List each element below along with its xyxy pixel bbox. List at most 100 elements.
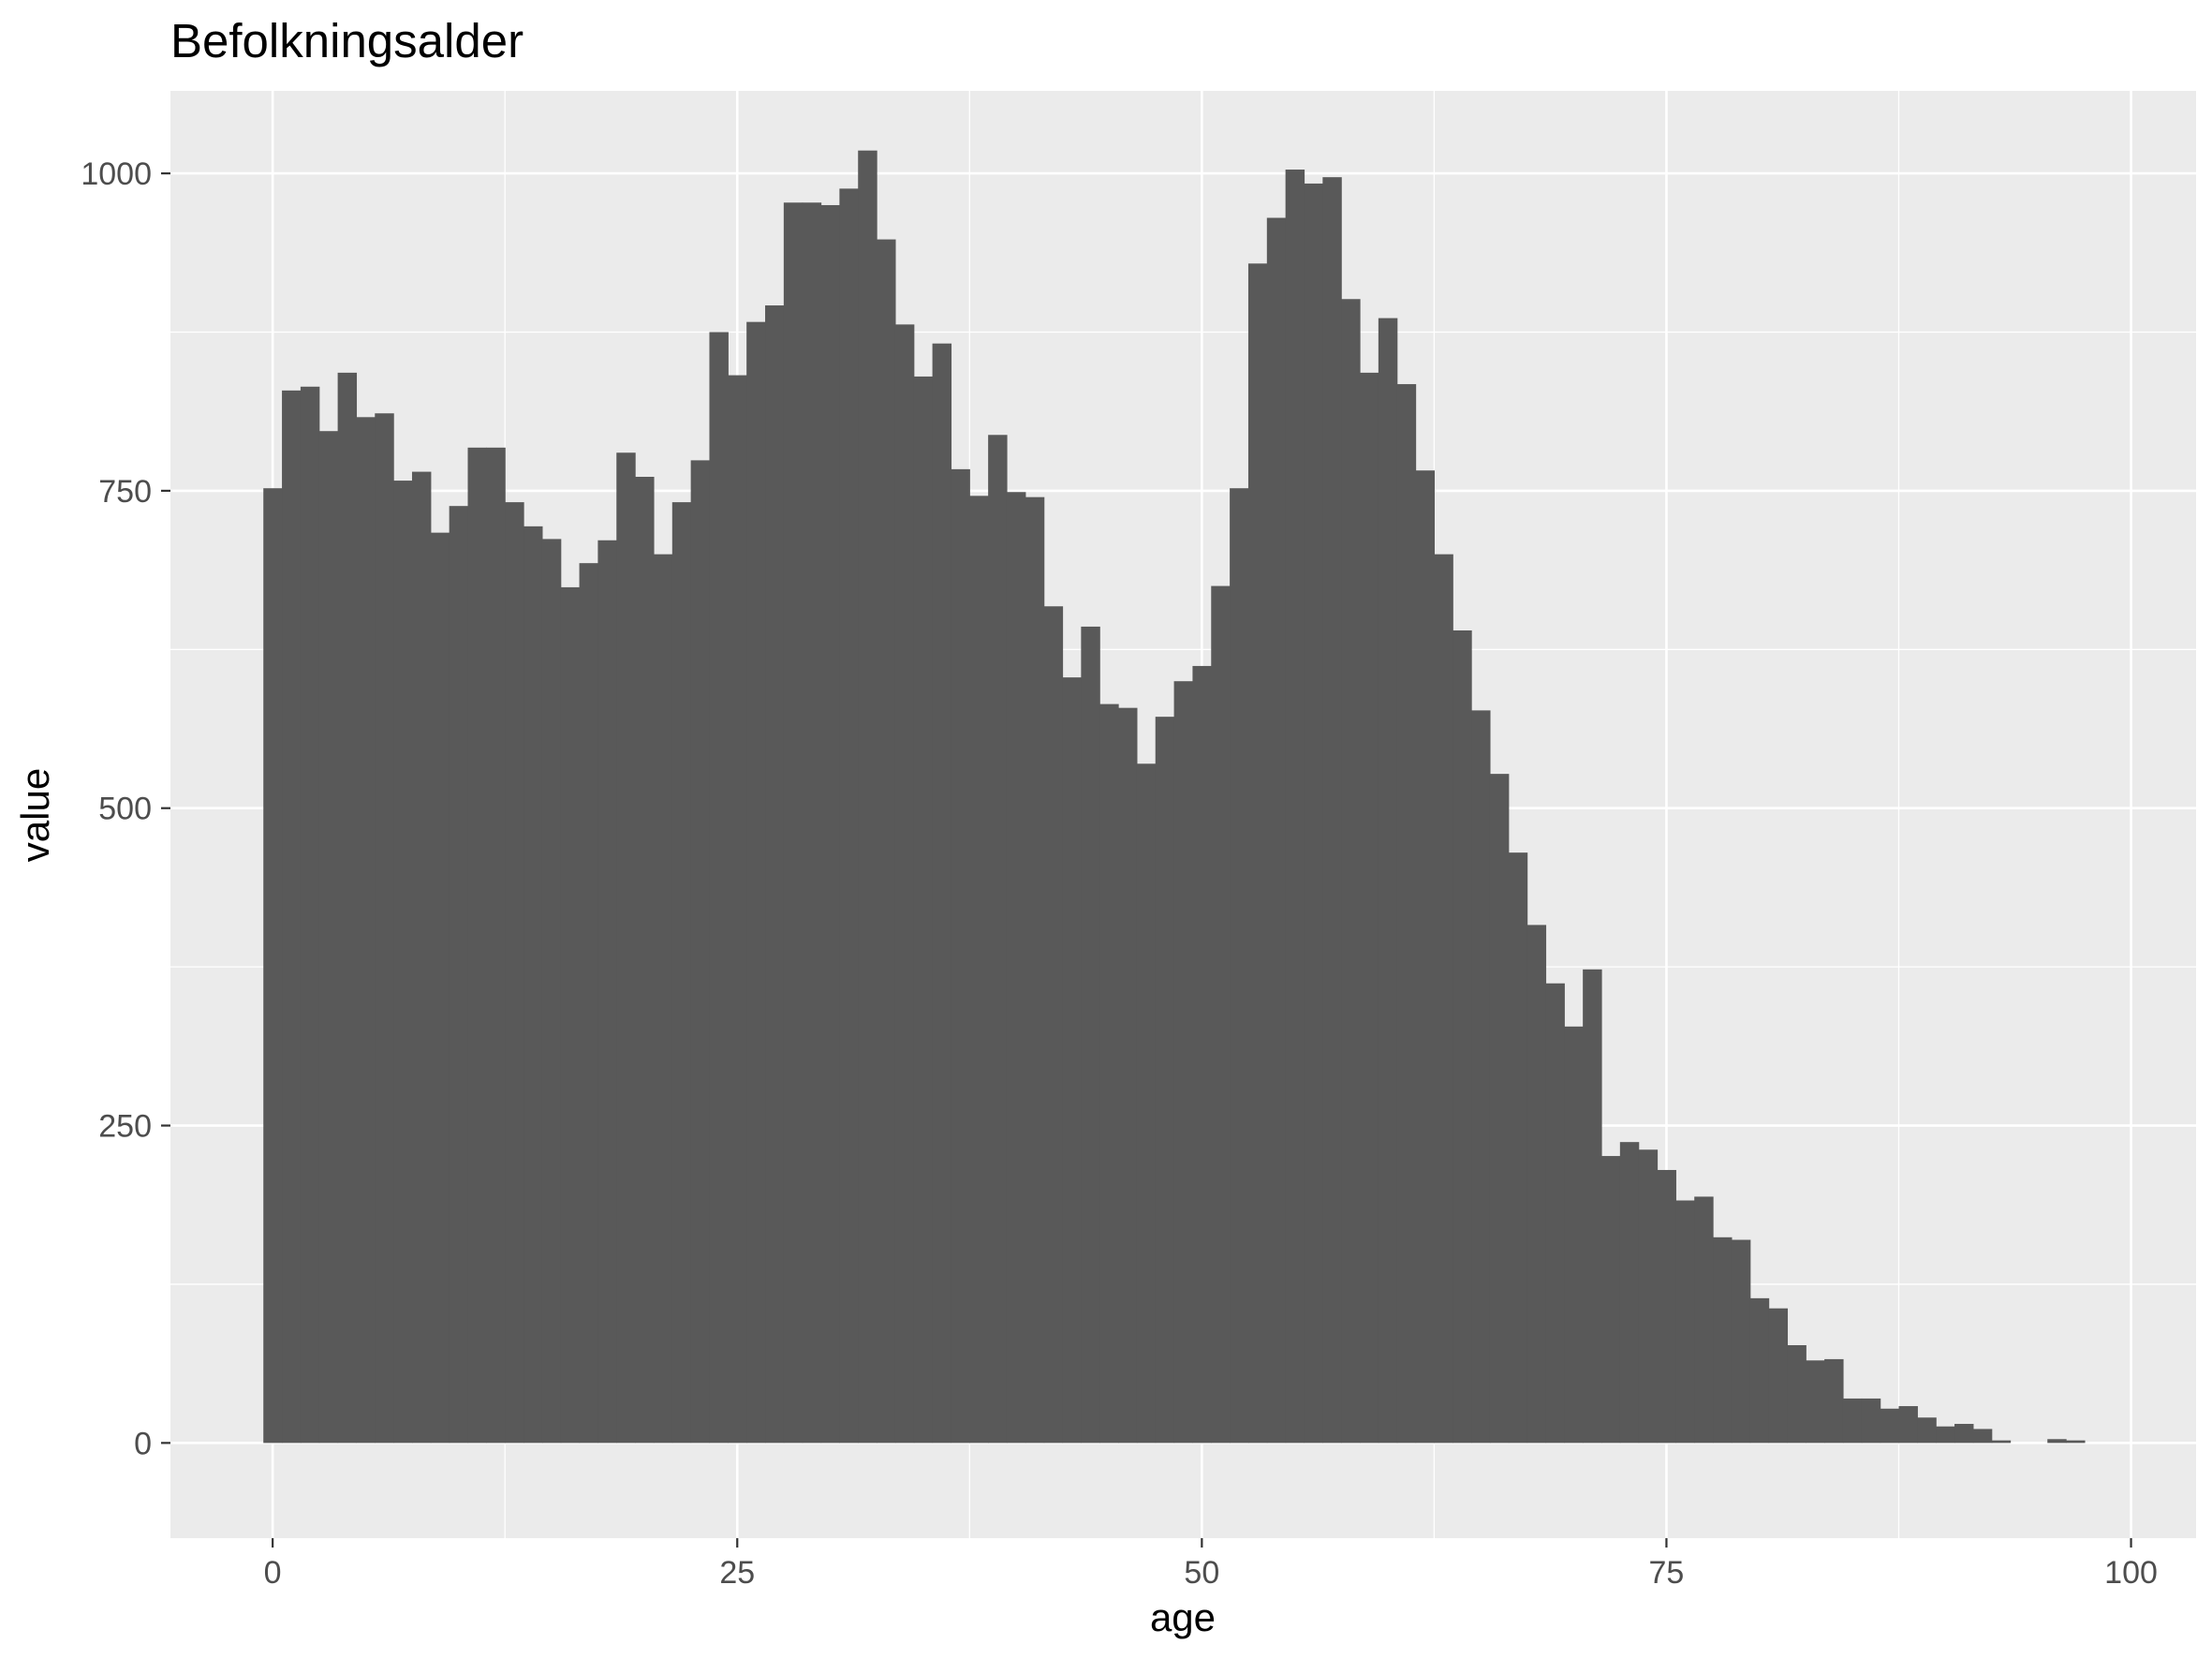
histogram-bar: [1230, 488, 1249, 1444]
histogram-bar: [988, 435, 1008, 1444]
histogram-bar: [1917, 1417, 1937, 1444]
histogram-bar: [1043, 606, 1064, 1444]
y-tick-label: 1000: [81, 156, 152, 192]
histogram-bar: [467, 447, 487, 1444]
histogram-bar: [1285, 170, 1305, 1444]
histogram-bar: [1619, 1142, 1640, 1444]
histogram-bar: [1824, 1358, 1844, 1444]
histogram-bar: [728, 375, 747, 1444]
y-axis-title: value: [13, 768, 57, 862]
histogram-bar: [263, 488, 283, 1444]
histogram-bar: [858, 150, 877, 1444]
x-tick-label: 75: [1649, 1555, 1685, 1591]
histogram-bar: [1638, 1149, 1659, 1444]
histogram-bar: [671, 502, 692, 1444]
histogram-bar: [1118, 707, 1138, 1444]
y-axis-ticks: [161, 171, 170, 1444]
histogram-bar: [653, 554, 673, 1444]
histogram-bar: [375, 413, 394, 1444]
histogram-bar: [709, 332, 729, 1444]
histogram-bar: [1081, 626, 1100, 1444]
x-axis-tick-labels: 0 25 50 75 100: [264, 1555, 2158, 1591]
histogram-bar: [1713, 1237, 1733, 1444]
histogram-bar: [1247, 263, 1268, 1444]
histogram-bar: [282, 390, 302, 1444]
histogram-bar: [765, 305, 785, 1444]
histogram-bar: [579, 563, 599, 1444]
histogram-bar: [951, 468, 970, 1444]
histogram-bar: [1583, 969, 1602, 1444]
histogram-bar: [1360, 372, 1379, 1444]
y-axis-tick-labels: 0 250 500 750 1000: [81, 156, 152, 1461]
histogram-bar: [635, 477, 655, 1444]
histogram-bar: [1564, 1026, 1584, 1444]
histogram-bar: [932, 343, 952, 1444]
bars: [263, 150, 2086, 1444]
histogram-bar: [1731, 1239, 1751, 1444]
histogram-bar: [2047, 1439, 2067, 1444]
histogram-bar: [1322, 177, 1342, 1444]
histogram-bar: [894, 324, 915, 1444]
histogram-bar: [1062, 677, 1082, 1444]
histogram-bar: [2066, 1440, 2086, 1444]
histogram-bar: [1954, 1424, 1974, 1444]
histogram-bar: [1972, 1429, 1993, 1444]
histogram-bar: [1898, 1406, 1918, 1444]
histogram-bar: [1211, 585, 1231, 1444]
histogram-bar: [1508, 852, 1528, 1444]
x-tick-label: 0: [264, 1555, 282, 1591]
histogram-bar: [1025, 496, 1045, 1444]
histogram-bar: [393, 481, 413, 1444]
histogram-bar: [1341, 299, 1361, 1444]
x-tick-label: 100: [2104, 1555, 2158, 1591]
x-tick-label: 25: [719, 1555, 755, 1591]
histogram-bar: [524, 526, 543, 1444]
histogram-bar: [839, 188, 859, 1444]
histogram-bar: [1768, 1308, 1789, 1444]
histogram-bar: [820, 204, 840, 1444]
histogram-bar: [1545, 983, 1565, 1444]
histogram-bar: [449, 506, 469, 1444]
histogram-bar: [560, 586, 581, 1444]
histogram-bar: [1861, 1398, 1881, 1444]
y-tick-label: 0: [134, 1426, 152, 1461]
y-tick-label: 750: [98, 474, 152, 510]
histogram-bar: [1657, 1169, 1676, 1444]
histogram-bar: [802, 202, 822, 1444]
histogram-bar: [746, 321, 766, 1444]
histogram-bar: [505, 502, 524, 1444]
histogram-bar: [1434, 554, 1453, 1444]
histogram-bar: [1842, 1398, 1863, 1444]
histogram-bar: [1600, 1156, 1621, 1444]
histogram-bar: [1099, 704, 1119, 1444]
histogram-bar: [1192, 665, 1212, 1444]
histogram-bar: [430, 532, 450, 1444]
histogram-bar: [913, 376, 934, 1444]
x-axis-ticks: [272, 1538, 2132, 1548]
histogram-bar: [969, 496, 989, 1444]
histogram-bar: [1489, 774, 1510, 1444]
histogram-bar: [1155, 717, 1175, 1444]
histogram-bar: [1173, 681, 1194, 1444]
histogram-bar: [1136, 763, 1157, 1444]
y-tick-label: 500: [98, 792, 152, 827]
histogram-bar: [1266, 217, 1287, 1444]
histogram-bar: [597, 540, 617, 1444]
histogram-bar: [486, 447, 506, 1444]
histogram-bar: [1880, 1408, 1900, 1444]
histogram-bar: [541, 539, 562, 1444]
histogram-bar: [1006, 492, 1026, 1444]
x-axis-title: age: [1150, 1595, 1216, 1639]
chart-title: Befolkningsalder: [170, 14, 524, 67]
histogram-bar: [1991, 1440, 2012, 1444]
histogram-bar: [616, 452, 636, 1444]
histogram-bar: [356, 417, 376, 1444]
y-tick-label: 250: [98, 1109, 152, 1145]
histogram-bar: [1396, 384, 1417, 1444]
histogram-bar: [1453, 630, 1472, 1444]
histogram-bar: [1415, 470, 1435, 1444]
x-tick-label: 50: [1184, 1555, 1219, 1591]
histogram-bar: [1936, 1426, 1955, 1444]
histogram-bar: [1526, 925, 1547, 1444]
